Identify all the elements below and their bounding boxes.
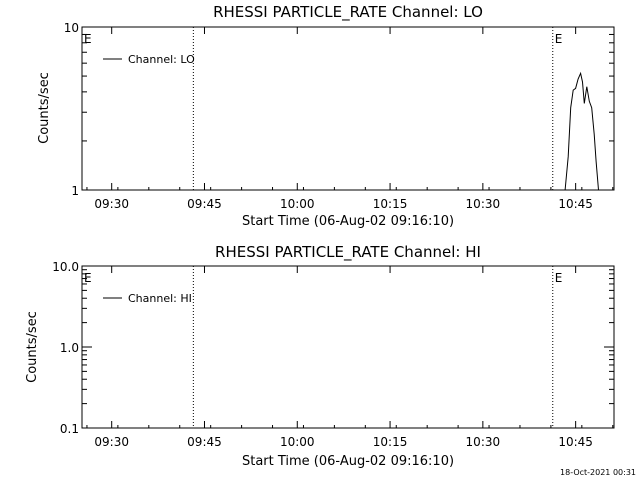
y-axis-label-lo: Counts/sec — [37, 72, 52, 144]
x-axis-label-lo: Start Time (06-Aug-02 09:16:10) — [242, 214, 454, 229]
x-tick-label-hi: 10:45 — [558, 435, 593, 449]
plot-frame-hi — [81, 265, 615, 429]
panel-lo: RHESSI PARTICLE_RATE Channel: LO Counts/… — [37, 3, 615, 229]
legend-label-hi: Channel: HI — [128, 292, 192, 305]
x-axis-label-hi: Start Time (06-Aug-02 09:16:10) — [242, 454, 454, 469]
event-marker-label-hi: E — [555, 271, 563, 285]
x-tick-label-lo: 10:00 — [280, 197, 315, 211]
y-tick-label-hi: 1.0 — [60, 341, 79, 355]
legend-label-lo: Channel: LO — [128, 53, 195, 66]
event-marker-label-lo: E — [555, 32, 563, 46]
y-tick-label-lo: 1 — [71, 184, 79, 198]
x-tick-label-hi: 10:15 — [373, 435, 408, 449]
x-tick-label-lo: 10:30 — [466, 197, 501, 211]
x-tick-label-hi: 10:30 — [466, 435, 501, 449]
plot-frame-lo — [81, 26, 615, 191]
event-marker-label-hi: E — [84, 271, 92, 285]
y-tick-label-hi: 10.0 — [52, 260, 79, 274]
x-tick-label-hi: 10:00 — [280, 435, 315, 449]
marks-hi: 09:30 09:45 10:00 10:15 10:30 10:45 0.1 1.0 10.0… — [52, 260, 614, 449]
panel-hi: RHESSI PARTICLE_RATE Channel: HI Counts/… — [25, 243, 615, 469]
y-tick-label-lo: 10 — [64, 21, 79, 35]
x-tick-label-lo: 10:15 — [373, 197, 408, 211]
y-tick-label-hi: 0.1 — [60, 422, 79, 436]
series-line-lo — [564, 71, 599, 191]
y-axis-label-hi: Counts/sec — [25, 311, 40, 383]
event-marker-label-lo: E — [84, 32, 92, 46]
x-tick-label-hi: 09:30 — [94, 435, 129, 449]
chart-title-hi: RHESSI PARTICLE_RATE Channel: HI — [215, 243, 481, 262]
x-tick-label-hi: 09:45 — [187, 435, 222, 449]
x-tick-label-lo: 10:45 — [558, 197, 593, 211]
chart-title-lo: RHESSI PARTICLE_RATE Channel: LO — [213, 3, 483, 22]
x-tick-label-lo: 09:45 — [187, 197, 222, 211]
legend-lo: Channel: LO — [103, 53, 195, 66]
marks-lo: 09:30 09:45 10:00 10:15 10:30 10:45 1 10 E E — [64, 21, 614, 211]
legend-hi: Channel: HI — [103, 292, 192, 305]
x-tick-label-lo: 09:30 — [94, 197, 129, 211]
footer-timestamp: 18-Oct-2021 00:31 — [560, 468, 636, 477]
